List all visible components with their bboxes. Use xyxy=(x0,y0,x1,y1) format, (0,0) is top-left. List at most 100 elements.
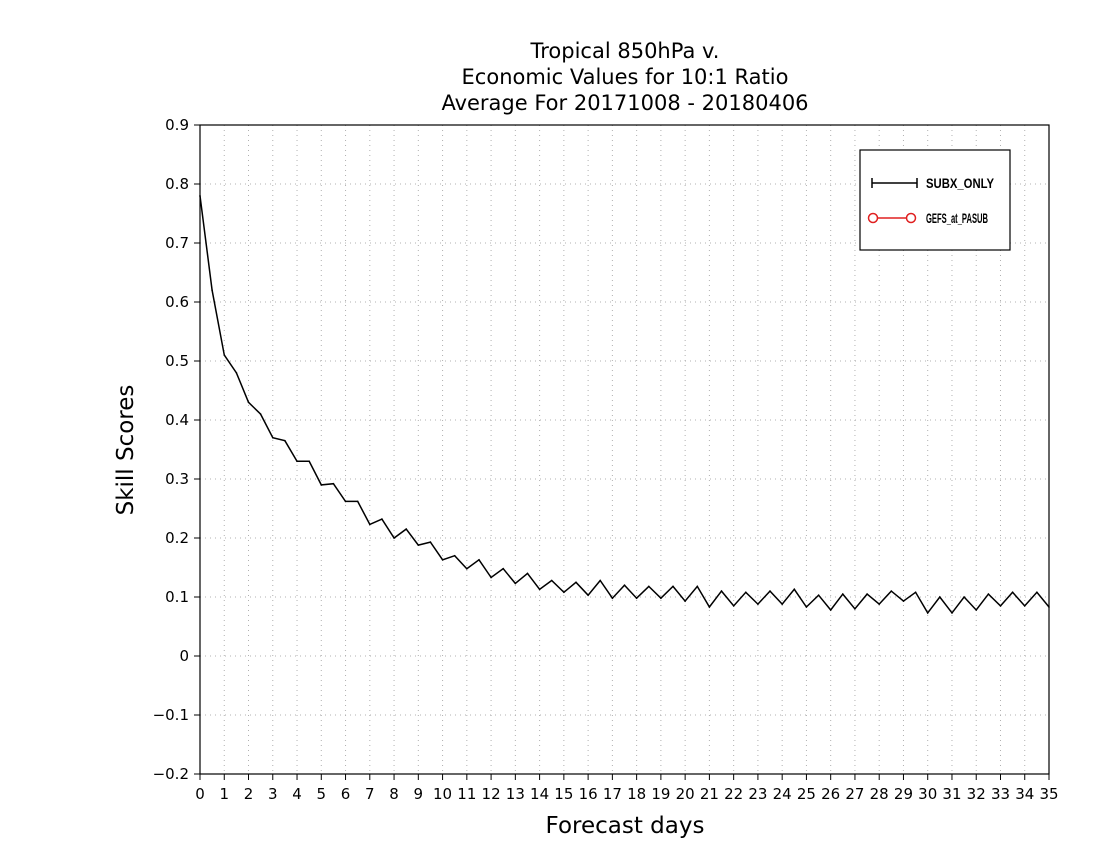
x-tick-label: 32 xyxy=(967,785,986,803)
y-tick-label: 0.6 xyxy=(165,293,189,311)
data-point xyxy=(660,597,662,599)
x-axis-ticks: 0 1 2 3 4 5 6 7 8 9 10 11 12 13 14 15 16 17 18 19 20 21 22 23 24… xyxy=(195,774,1059,803)
legend-marker-gefs-left xyxy=(867,212,879,224)
x-tick-label: 13 xyxy=(506,785,525,803)
data-point xyxy=(926,612,929,614)
data-point xyxy=(550,579,553,582)
x-tick-label: 11 xyxy=(457,785,476,803)
x-tick-label: 10 xyxy=(433,785,452,803)
data-point xyxy=(1023,605,1026,607)
series-layer xyxy=(199,195,1050,615)
data-point xyxy=(757,603,759,605)
data-point xyxy=(951,612,953,614)
data-point xyxy=(939,596,941,598)
x-tick-label: 8 xyxy=(389,785,399,803)
chart-title-line-2: Economic Values for 10:1 Ratio xyxy=(462,65,789,89)
data-point xyxy=(272,436,274,439)
x-tick-label: 34 xyxy=(1015,785,1034,803)
data-point xyxy=(332,482,335,485)
data-point xyxy=(466,567,468,570)
x-tick-label: 16 xyxy=(579,785,598,803)
y-tick-label: 0.3 xyxy=(165,470,189,488)
data-point xyxy=(478,559,480,561)
data-point xyxy=(405,528,408,530)
y-axis-title: Skill Scores xyxy=(113,385,139,516)
chart-title-line-1: Tropical 850hPa v. xyxy=(530,39,720,63)
data-point xyxy=(648,585,650,588)
y-tick-label: 0.4 xyxy=(165,411,189,429)
data-point xyxy=(259,413,262,415)
grid xyxy=(200,125,1049,774)
y-axis-ticks: −0.2 −0.1 0 0.1 0.2 0.3 0.4 0.5 0.6 0.7 0.8 0.9 xyxy=(153,116,200,783)
data-point xyxy=(296,460,298,463)
data-point xyxy=(284,439,286,442)
legend-label-gefs: GEFS_at_PASUB xyxy=(926,210,988,226)
legend-label-subx-only: SUBX_ONLY xyxy=(926,175,995,191)
data-point xyxy=(623,584,626,586)
x-axis-title: Forecast days xyxy=(546,813,705,839)
data-point xyxy=(381,518,383,520)
x-tick-label: 25 xyxy=(797,785,816,803)
data-point xyxy=(490,576,492,579)
legend-marker-gefs-right xyxy=(905,212,917,224)
data-point xyxy=(696,585,699,588)
data-point xyxy=(914,591,917,594)
x-tick-label: 27 xyxy=(845,785,864,803)
data-point xyxy=(781,603,783,605)
x-tick-label: 17 xyxy=(603,785,622,803)
x-tick-label: 3 xyxy=(268,785,278,803)
data-point xyxy=(599,579,601,582)
y-tick-label: 0.2 xyxy=(165,529,189,547)
x-tick-label: 22 xyxy=(724,785,743,803)
x-tick-label: 21 xyxy=(700,785,719,803)
data-point xyxy=(854,608,856,610)
data-point xyxy=(526,572,529,575)
y-tick-label: −0.2 xyxy=(153,765,189,783)
data-point xyxy=(369,523,371,526)
x-tick-label: 28 xyxy=(870,785,889,803)
x-tick-label: 15 xyxy=(554,785,573,803)
data-point xyxy=(417,544,420,546)
data-point xyxy=(575,581,577,584)
chart-title-line-3: Average For 20171008 - 20180406 xyxy=(441,91,808,115)
data-point xyxy=(502,567,505,570)
x-tick-label: 29 xyxy=(894,785,913,803)
data-point xyxy=(878,603,880,605)
legend-entry-gefs: GEFS_at_PASUB xyxy=(867,210,988,226)
x-tick-label: 12 xyxy=(482,785,501,803)
data-point xyxy=(829,609,832,611)
x-tick-label: 1 xyxy=(219,785,229,803)
data-point xyxy=(720,590,723,592)
x-tick-label: 31 xyxy=(942,785,961,803)
y-tick-label: 0.9 xyxy=(165,116,189,134)
x-tick-label: 35 xyxy=(1039,785,1058,803)
x-tick-label: 20 xyxy=(676,785,695,803)
data-point xyxy=(453,554,456,557)
data-point xyxy=(514,582,517,585)
x-tick-label: 24 xyxy=(773,785,792,803)
x-tick-label: 18 xyxy=(627,785,646,803)
data-point xyxy=(223,354,226,356)
data-point xyxy=(441,559,444,561)
data-point xyxy=(344,500,347,503)
series-line-0 xyxy=(199,195,1050,615)
data-point xyxy=(320,484,323,486)
data-point xyxy=(429,541,432,543)
data-point xyxy=(1011,591,1014,594)
data-point xyxy=(708,606,711,608)
plot-frame xyxy=(199,124,1050,775)
x-tick-label: 5 xyxy=(317,785,327,803)
data-point xyxy=(672,585,674,588)
data-point xyxy=(999,605,1002,607)
data-point xyxy=(1036,591,1038,594)
data-point xyxy=(732,605,735,607)
data-point xyxy=(563,591,565,594)
data-point xyxy=(769,590,771,592)
data-point xyxy=(902,600,905,602)
chart-title: Tropical 850hPa v. Economic Values for 1… xyxy=(441,39,808,115)
data-point xyxy=(587,594,589,596)
data-point xyxy=(793,588,796,591)
data-point xyxy=(611,597,614,599)
x-tick-label: 7 xyxy=(365,785,375,803)
